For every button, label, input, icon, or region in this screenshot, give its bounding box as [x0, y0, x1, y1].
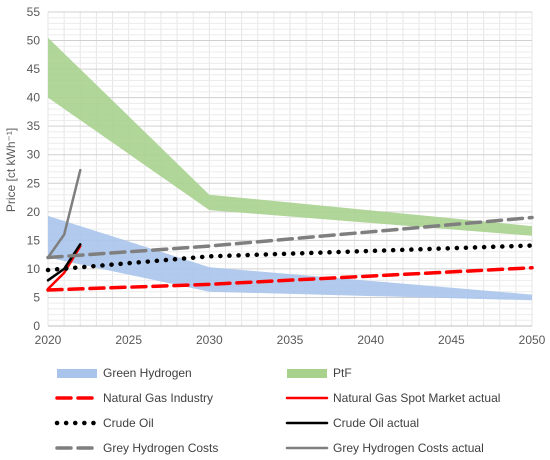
legend-label: Crude Oil actual	[333, 416, 419, 430]
series-line-0	[46, 266, 534, 292]
series-line-4	[46, 215, 534, 260]
y-tick-label: 20	[27, 205, 41, 219]
y-tick-label: 40	[27, 91, 41, 105]
legend-label: Grey Hydrogen Costs	[103, 441, 218, 455]
axes: 2020 2025 2030 2035 2040 2045 2050051015202530…	[27, 5, 546, 347]
x-tick-label: 2040	[357, 333, 384, 347]
y-tick-label: 45	[27, 62, 41, 76]
series-lines	[45, 168, 535, 292]
y-tick-label: 0	[33, 319, 40, 333]
series-line-3	[46, 243, 82, 282]
x-tick-label: 2035	[277, 333, 304, 347]
y-tick-label: 50	[27, 34, 41, 48]
y-tick-label: 30	[27, 148, 41, 162]
series-line-5	[46, 168, 82, 259]
legend-label: Grey Hydrogen Costs actual	[333, 441, 484, 455]
legend-swatch	[287, 369, 327, 378]
y-tick-label: 10	[27, 262, 41, 276]
x-tick-label: 2030	[196, 333, 223, 347]
y-tick-label: 55	[27, 5, 41, 19]
x-tick-label: 2045	[438, 333, 465, 347]
band-0	[48, 215, 532, 301]
y-tick-label: 35	[27, 119, 41, 133]
x-tick-label: 2020	[35, 333, 62, 347]
legend-label: Green Hydrogen	[103, 366, 192, 380]
legend-label: PtF	[333, 366, 352, 380]
legend-label: Natural Gas Spot Market actual	[333, 391, 500, 405]
series-line-2	[45, 243, 535, 273]
x-tick-label: 2025	[115, 333, 142, 347]
legend-label: Crude Oil	[103, 416, 154, 430]
band-1	[48, 37, 532, 236]
legend-swatch	[57, 369, 97, 378]
legend-label: Natural Gas Industry	[103, 391, 213, 405]
y-tick-label: 25	[27, 176, 41, 190]
legend: Green Hydrogen PtF Natural Gas Industry Nat…	[54, 366, 500, 455]
bands	[48, 37, 532, 301]
y-axis-title: Price [ct kWh⁻¹]	[4, 128, 18, 212]
y-tick-label: 5	[33, 290, 40, 304]
x-tick-label: 2050	[519, 333, 546, 347]
y-tick-label: 15	[27, 233, 41, 247]
